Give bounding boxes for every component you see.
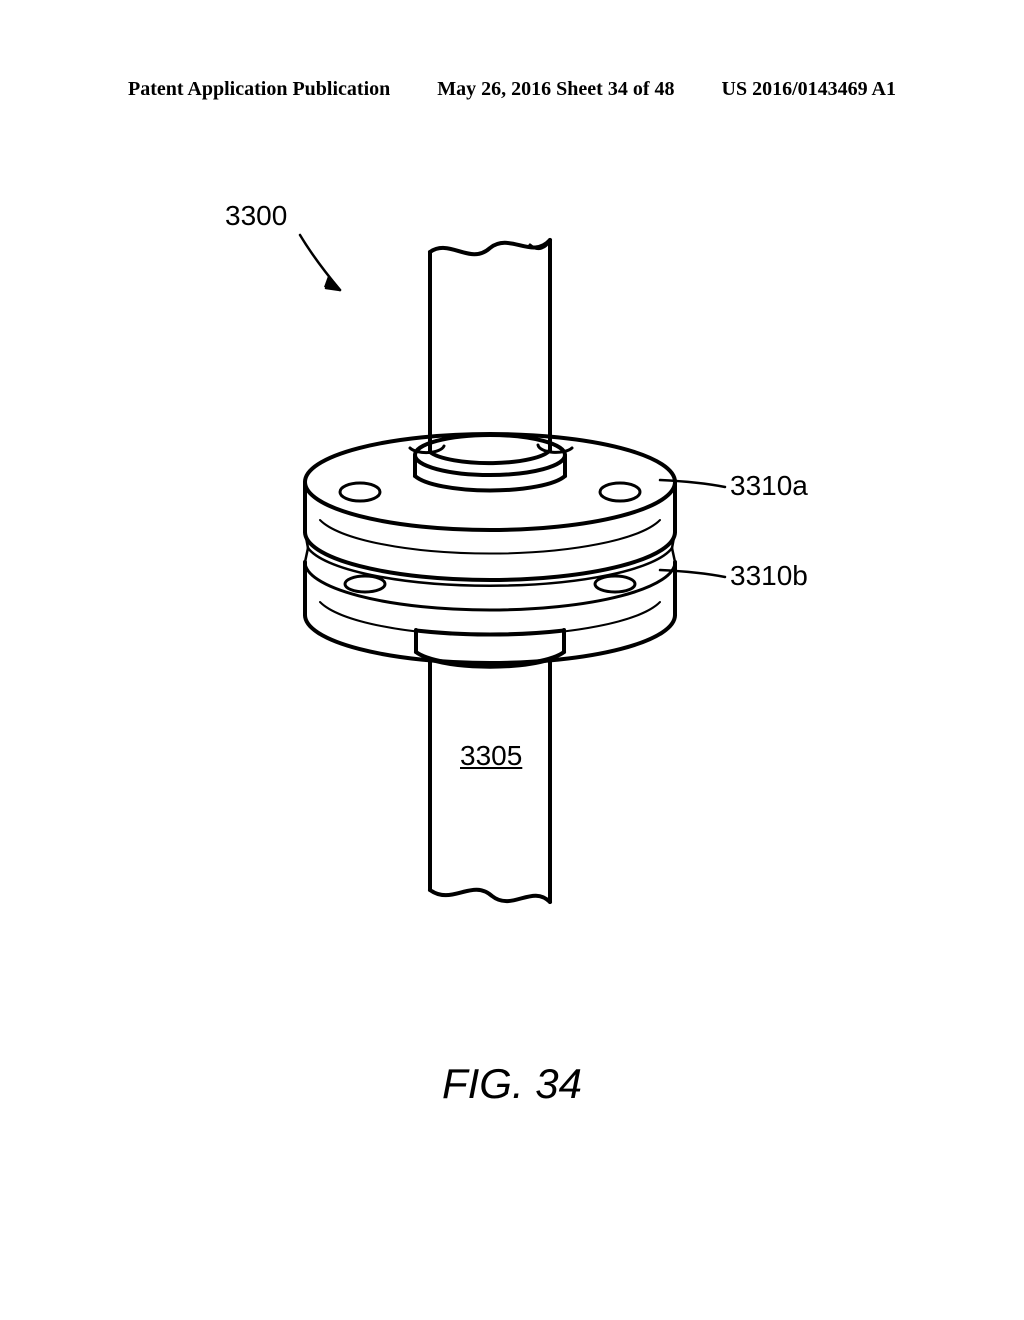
- figure-caption: FIG. 34: [0, 1060, 1024, 1108]
- ref-label-assembly: 3300: [225, 200, 287, 232]
- header-left: Patent Application Publication: [128, 78, 390, 101]
- header-right: US 2016/0143469 A1: [722, 78, 896, 101]
- ref-label-upper-flange: 3310a: [730, 470, 808, 502]
- ref-label-shaft: 3305: [460, 740, 522, 772]
- figure-34: 3300 3310a 3310b 3305: [160, 190, 860, 990]
- page-header: Patent Application Publication May 26, 2…: [0, 78, 1024, 101]
- header-center: May 26, 2016 Sheet 34 of 48: [437, 78, 674, 101]
- ref-label-lower-flange: 3310b: [730, 560, 808, 592]
